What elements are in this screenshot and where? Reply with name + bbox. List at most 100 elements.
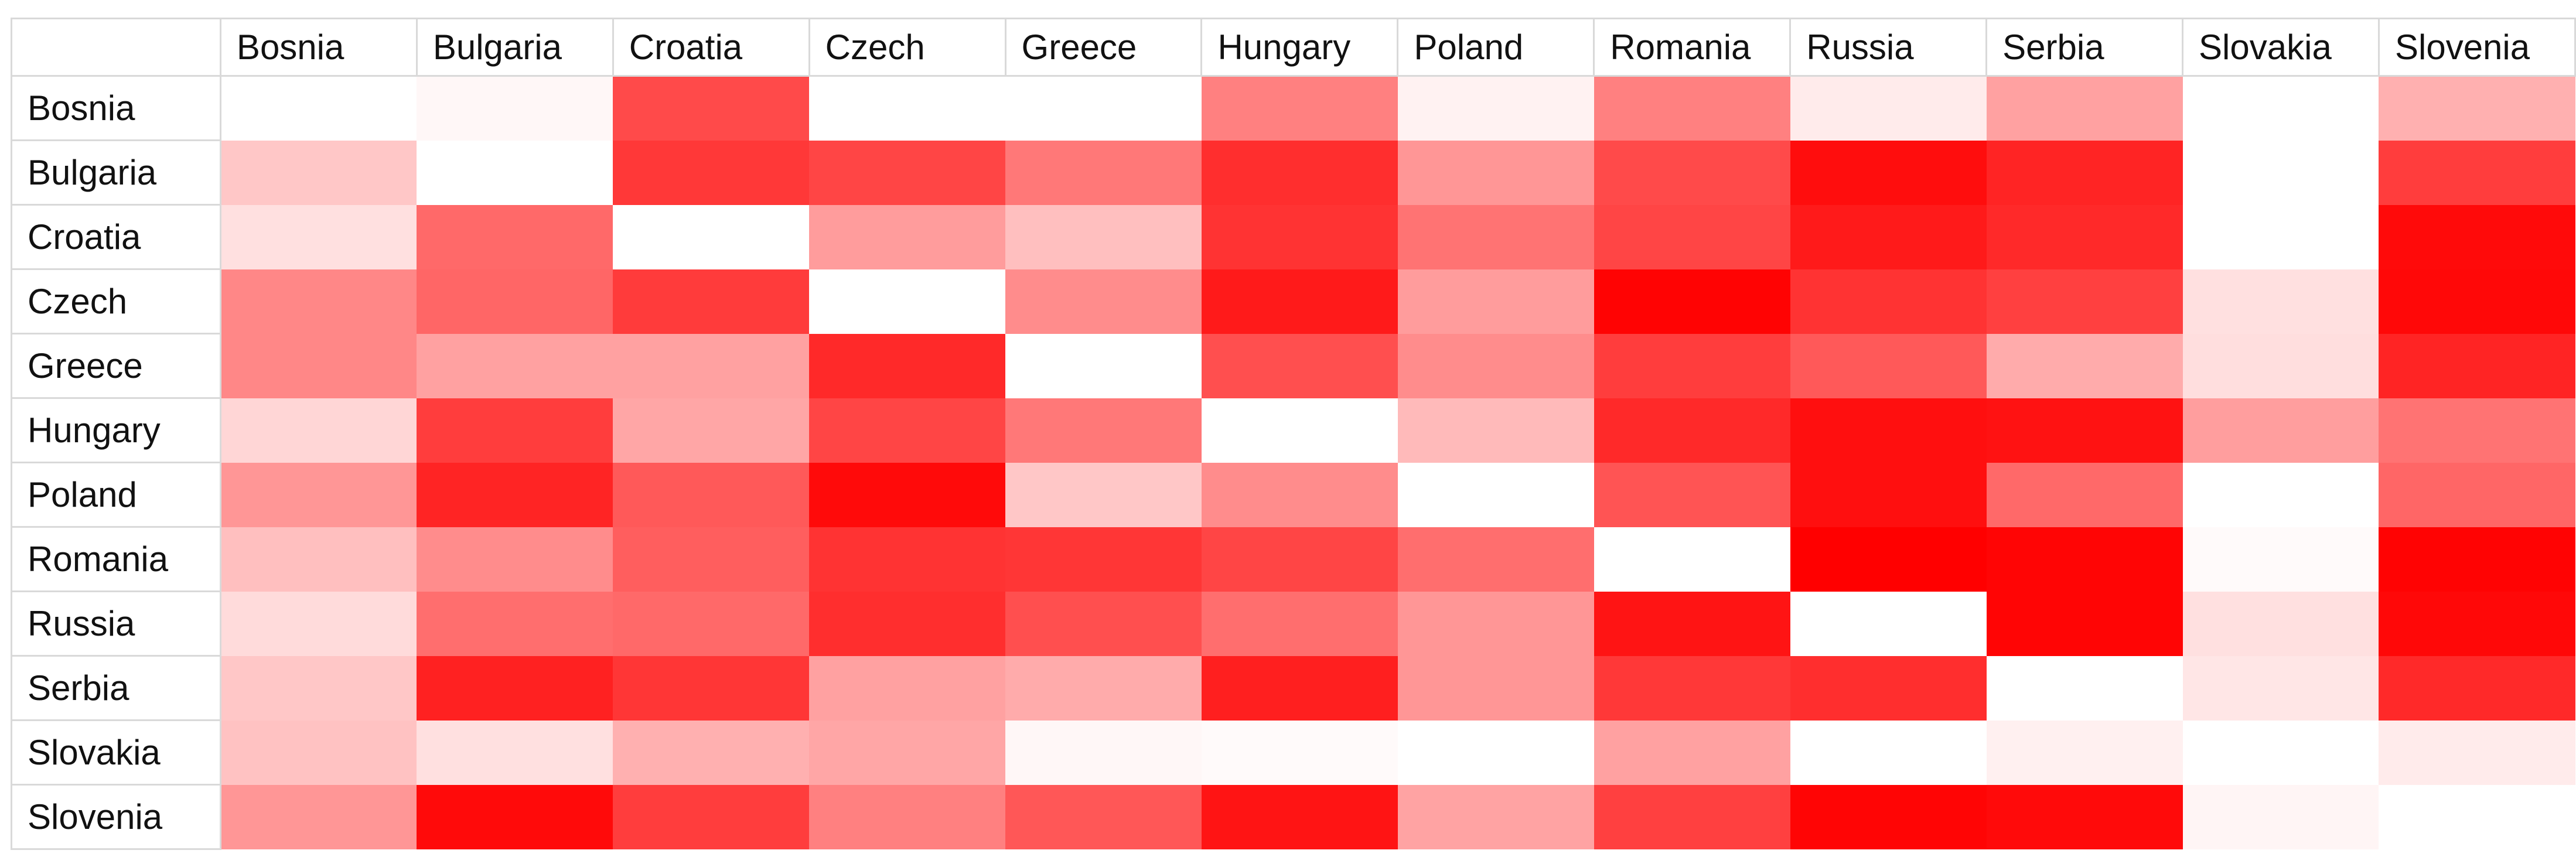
cell-poland-bosnia[interactable] (220, 462, 417, 527)
row-header-greece[interactable]: Greece (11, 333, 221, 399)
cell-poland-greece[interactable] (1005, 462, 1202, 527)
cell-poland-russia[interactable] (1790, 462, 1987, 527)
cell-czech-czech[interactable] (809, 269, 1006, 334)
cell-poland-romania[interactable] (1594, 462, 1790, 527)
cell-slovenia-slovakia[interactable] (2182, 784, 2379, 849)
cell-serbia-hungary[interactable] (1201, 655, 1398, 721)
cell-greece-poland[interactable] (1397, 333, 1594, 398)
cell-russia-czech[interactable] (809, 591, 1006, 656)
cell-romania-slovakia[interactable] (2182, 527, 2379, 592)
cell-hungary-greece[interactable] (1005, 398, 1202, 463)
cell-czech-slovakia[interactable] (2182, 269, 2379, 334)
cell-czech-croatia[interactable] (613, 269, 810, 334)
column-header-serbia[interactable]: Serbia (1985, 18, 2184, 77)
cell-hungary-hungary[interactable] (1201, 398, 1398, 463)
row-header-bosnia[interactable]: Bosnia (11, 75, 221, 141)
cell-czech-greece[interactable] (1005, 269, 1202, 334)
cell-slovenia-czech[interactable] (809, 784, 1006, 849)
cell-croatia-poland[interactable] (1397, 204, 1594, 269)
cell-russia-slovenia[interactable] (2379, 591, 2575, 656)
cell-bulgaria-slovakia[interactable] (2182, 140, 2379, 205)
cell-bosnia-poland[interactable] (1397, 76, 1594, 141)
cell-serbia-russia[interactable] (1790, 655, 1987, 721)
cell-slovakia-slovenia[interactable] (2379, 720, 2575, 785)
cell-slovenia-poland[interactable] (1397, 784, 1594, 849)
cell-slovakia-slovakia[interactable] (2182, 720, 2379, 785)
cell-czech-bulgaria[interactable] (417, 269, 613, 334)
cell-czech-hungary[interactable] (1201, 269, 1398, 334)
cell-greece-serbia[interactable] (1986, 333, 2183, 398)
cell-greece-slovakia[interactable] (2182, 333, 2379, 398)
cell-serbia-bulgaria[interactable] (417, 655, 613, 721)
cell-slovenia-greece[interactable] (1005, 784, 1202, 849)
cell-bulgaria-czech[interactable] (809, 140, 1006, 205)
cell-serbia-poland[interactable] (1397, 655, 1594, 721)
cell-slovenia-bulgaria[interactable] (417, 784, 613, 849)
cell-slovenia-bosnia[interactable] (220, 784, 417, 849)
cell-romania-bulgaria[interactable] (417, 527, 613, 592)
cell-croatia-czech[interactable] (809, 204, 1006, 269)
cell-russia-romania[interactable] (1594, 591, 1790, 656)
cell-romania-russia[interactable] (1790, 527, 1987, 592)
column-header-croatia[interactable]: Croatia (612, 18, 810, 77)
cell-greece-croatia[interactable] (613, 333, 810, 398)
cell-hungary-slovakia[interactable] (2182, 398, 2379, 463)
cell-czech-bosnia[interactable] (220, 269, 417, 334)
cell-slovakia-croatia[interactable] (613, 720, 810, 785)
cell-bosnia-slovenia[interactable] (2379, 76, 2575, 141)
cell-romania-romania[interactable] (1594, 527, 1790, 592)
cell-hungary-poland[interactable] (1397, 398, 1594, 463)
cell-bosnia-romania[interactable] (1594, 76, 1790, 141)
row-header-poland[interactable]: Poland (11, 462, 221, 528)
cell-romania-hungary[interactable] (1201, 527, 1398, 592)
cell-greece-hungary[interactable] (1201, 333, 1398, 398)
cell-serbia-bosnia[interactable] (220, 655, 417, 721)
cell-bosnia-russia[interactable] (1790, 76, 1987, 141)
cell-greece-bosnia[interactable] (220, 333, 417, 398)
cell-russia-croatia[interactable] (613, 591, 810, 656)
cell-bulgaria-bulgaria[interactable] (417, 140, 613, 205)
column-header-bosnia[interactable]: Bosnia (219, 18, 418, 77)
cell-poland-poland[interactable] (1397, 462, 1594, 527)
cell-slovakia-serbia[interactable] (1986, 720, 2183, 785)
cell-romania-poland[interactable] (1397, 527, 1594, 592)
cell-slovenia-romania[interactable] (1594, 784, 1790, 849)
cell-poland-czech[interactable] (809, 462, 1006, 527)
row-header-romania[interactable]: Romania (11, 526, 221, 592)
cell-hungary-slovenia[interactable] (2379, 398, 2575, 463)
cell-bosnia-hungary[interactable] (1201, 76, 1398, 141)
row-header-serbia[interactable]: Serbia (11, 655, 221, 721)
row-header-czech[interactable]: Czech (11, 268, 221, 334)
row-header-croatia[interactable]: Croatia (11, 204, 221, 270)
cell-croatia-serbia[interactable] (1986, 204, 2183, 269)
cell-serbia-greece[interactable] (1005, 655, 1202, 721)
cell-hungary-bulgaria[interactable] (417, 398, 613, 463)
cell-hungary-romania[interactable] (1594, 398, 1790, 463)
cell-slovenia-croatia[interactable] (613, 784, 810, 849)
cell-czech-serbia[interactable] (1986, 269, 2183, 334)
cell-poland-serbia[interactable] (1986, 462, 2183, 527)
cell-bosnia-serbia[interactable] (1986, 76, 2183, 141)
cell-slovakia-romania[interactable] (1594, 720, 1790, 785)
cell-poland-hungary[interactable] (1201, 462, 1398, 527)
column-header-hungary[interactable]: Hungary (1200, 18, 1399, 77)
column-header-czech[interactable]: Czech (808, 18, 1006, 77)
cell-czech-slovenia[interactable] (2379, 269, 2575, 334)
cell-serbia-slovakia[interactable] (2182, 655, 2379, 721)
cell-serbia-slovenia[interactable] (2379, 655, 2575, 721)
cell-greece-greece[interactable] (1005, 333, 1202, 398)
cell-russia-bosnia[interactable] (220, 591, 417, 656)
cell-bosnia-bosnia[interactable] (220, 76, 417, 141)
cell-russia-russia[interactable] (1790, 591, 1987, 656)
cell-bulgaria-croatia[interactable] (613, 140, 810, 205)
cell-romania-czech[interactable] (809, 527, 1006, 592)
column-header-poland[interactable]: Poland (1397, 18, 1595, 77)
cell-slovakia-russia[interactable] (1790, 720, 1987, 785)
row-header-russia[interactable]: Russia (11, 590, 221, 657)
cell-romania-croatia[interactable] (613, 527, 810, 592)
cell-romania-slovenia[interactable] (2379, 527, 2575, 592)
cell-serbia-croatia[interactable] (613, 655, 810, 721)
column-header-greece[interactable]: Greece (1004, 18, 1203, 77)
cell-romania-bosnia[interactable] (220, 527, 417, 592)
cell-croatia-slovenia[interactable] (2379, 204, 2575, 269)
